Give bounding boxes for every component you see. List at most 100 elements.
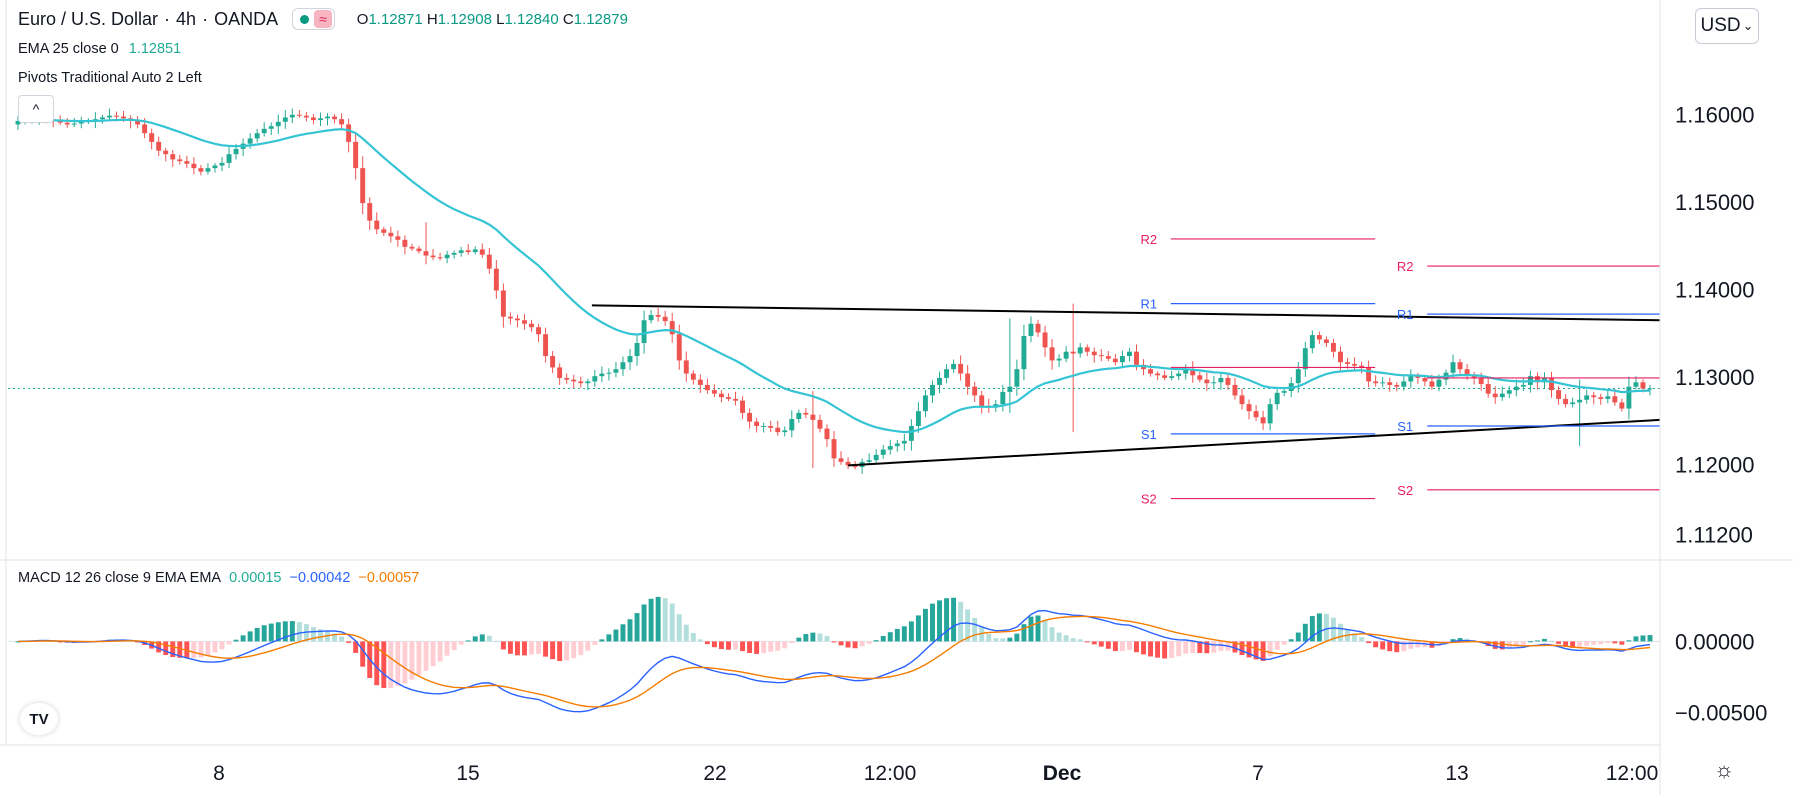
macd-legend[interactable]: MACD 12 26 close 9 EMA EMA 0.00015 −0.00…: [18, 570, 419, 586]
low-value: 1.12840: [504, 10, 559, 28]
candle-body: [803, 412, 809, 415]
macd-hist-bar: [1281, 641, 1287, 645]
macd-hist-bar: [360, 641, 366, 667]
candle-body: [1169, 376, 1175, 378]
candle-body: [838, 458, 844, 462]
ohlc-readout: O1.12871 H1.12908 L1.12840 C1.12879: [356, 10, 628, 28]
macd-hist-bar: [1169, 641, 1175, 658]
candle-body: [149, 133, 155, 142]
macd-hist-bar: [937, 600, 942, 642]
candle-body: [99, 117, 105, 120]
candle-body: [711, 390, 717, 394]
macd-hist-bar: [690, 633, 696, 642]
candle-body: [648, 314, 654, 321]
candle-body: [1197, 375, 1203, 380]
macd-hist-bar: [1359, 637, 1365, 642]
settings-gear-icon[interactable]: ☼: [1714, 757, 1735, 782]
candles: [15, 108, 1653, 474]
macd-hist-bar: [479, 634, 485, 642]
macd-hist-bar: [1499, 641, 1505, 650]
tradingview-logo[interactable]: TV: [20, 703, 58, 735]
replay-icon[interactable]: ≈: [314, 10, 332, 28]
time-tick-label: 7: [1252, 762, 1264, 785]
price-pane[interactable]: R2 R1 S1 S2 R2 R1 S1 S2: [8, 108, 1661, 507]
candle-body: [718, 393, 724, 398]
pivots-legend[interactable]: Pivots Traditional Auto 2 Left: [18, 70, 202, 86]
candle-body: [261, 128, 267, 134]
candle-body: [1520, 384, 1526, 387]
interval[interactable]: 4h: [176, 8, 197, 29]
macd-hist-bar: [374, 641, 380, 686]
macd-hist-bar: [507, 641, 513, 654]
macd-hist-bar: [247, 631, 253, 642]
macd-hist-value: 0.00015: [229, 570, 282, 586]
macd-hist-bar: [613, 629, 619, 642]
candle-body: [1352, 363, 1358, 366]
candle-body: [655, 314, 661, 317]
macd-hist-bar: [219, 641, 225, 650]
pivots-label: Pivots Traditional Auto 2 Left: [18, 70, 202, 86]
price-tick-label: 1.11200: [1675, 522, 1753, 547]
candle-body: [1253, 411, 1259, 418]
macd-hist-bar: [1570, 641, 1576, 648]
candle-body: [1366, 367, 1372, 382]
currency-selector[interactable]: USD ⌄: [1695, 8, 1759, 44]
candle-body: [1042, 332, 1048, 348]
candle-body: [683, 360, 689, 374]
macd-hist-bar: [930, 603, 935, 642]
candle-body: [1274, 392, 1280, 405]
pivot-label-r2: R2: [1141, 232, 1158, 247]
candle-body: [1492, 393, 1498, 398]
candle-body: [1373, 381, 1379, 384]
candle-body: [641, 320, 647, 343]
candle-body: [1049, 347, 1055, 361]
candle-body: [747, 412, 753, 422]
macd-hist-bar: [500, 641, 506, 650]
macd-hist-bar: [282, 621, 288, 642]
price-tick-label: 1.14000: [1675, 278, 1755, 303]
macd-hist-bar: [1492, 641, 1498, 649]
macd-hist-bar: [1513, 641, 1519, 647]
market-status-pill[interactable]: ≈: [292, 8, 335, 30]
macd-hist-bar: [261, 625, 267, 642]
ema-legend[interactable]: EMA 25 close 0 1.12851: [18, 41, 181, 57]
candle-body: [1436, 379, 1442, 387]
macd-hist-bar: [958, 601, 964, 642]
macd-hist-bar: [402, 641, 408, 684]
candle-body: [254, 133, 260, 139]
macd-hist-bar: [1394, 641, 1400, 653]
candle-body: [1035, 323, 1041, 333]
candle-body: [1534, 376, 1540, 383]
candle-body: [768, 426, 774, 428]
candle-body: [1176, 373, 1182, 377]
candle-body: [782, 430, 788, 433]
candle-body: [212, 165, 218, 169]
candle-body: [1056, 358, 1062, 361]
pivot-label-r1: R1: [1141, 297, 1158, 312]
macd-hist-bar: [782, 641, 788, 649]
candle-body: [894, 443, 900, 447]
macd-hist-bar: [1028, 616, 1034, 642]
candle-body: [1309, 335, 1315, 349]
macd-hist-bar: [1619, 641, 1625, 645]
candle-body: [1119, 356, 1125, 363]
macd-hist-bar: [1148, 641, 1154, 657]
collapse-legend-button[interactable]: ^: [18, 95, 54, 123]
macd-hist-bar: [1527, 641, 1533, 643]
trendline-upper: [591, 304, 1661, 322]
candle-body: [507, 316, 513, 319]
candle-body: [1211, 382, 1217, 384]
macd-hist-bar: [1316, 613, 1322, 642]
macd-hist-bar: [1000, 638, 1006, 642]
macd-hist-bar: [493, 641, 499, 643]
candle-body: [1155, 373, 1161, 376]
candle-body: [1633, 382, 1639, 387]
macd-hist-bar: [859, 641, 865, 647]
candle-body: [1584, 395, 1590, 400]
symbol-title[interactable]: Euro / U.S. Dollar: [18, 8, 159, 29]
macd-hist-bar: [697, 639, 703, 642]
macd-pane[interactable]: [8, 596, 1660, 713]
candle-body: [965, 373, 971, 387]
